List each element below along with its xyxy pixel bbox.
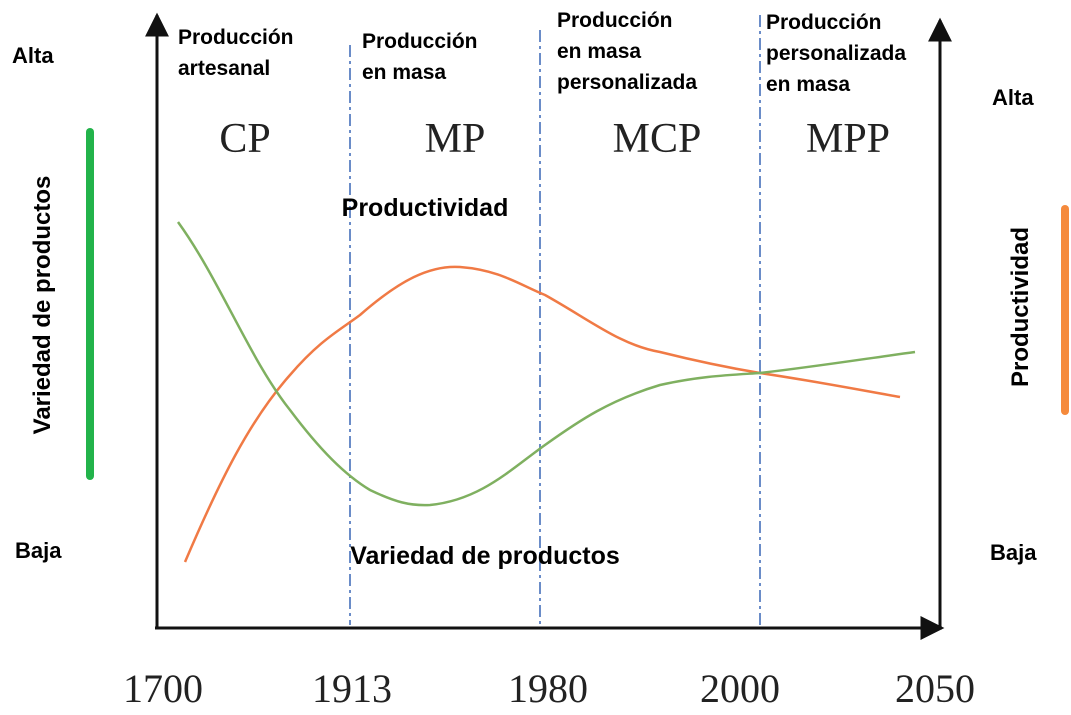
era-abbr: MPP <box>806 116 890 162</box>
era-name: artesanal <box>178 57 270 80</box>
era-abbr: CP <box>219 116 270 162</box>
year-label: 1700 <box>123 666 203 711</box>
low-label: Baja <box>990 540 1037 565</box>
year-label: 1913 <box>312 666 392 711</box>
curve-label: Variedad de productos <box>350 542 620 570</box>
year-label: 2050 <box>895 666 975 711</box>
high-label: Alta <box>12 43 54 68</box>
variety-curve <box>176 221 916 507</box>
productivity-bar <box>1061 205 1069 415</box>
axis-label: Productividad <box>1007 227 1034 387</box>
curve-label: Productividad <box>342 194 509 222</box>
productivity-curve <box>183 265 901 563</box>
era-name: Producción <box>178 26 294 49</box>
era-name: en masa <box>557 40 641 63</box>
high-label: Alta <box>992 85 1034 110</box>
era-abbr: MCP <box>613 116 702 162</box>
era-abbr: MP <box>425 116 486 162</box>
era-name: Producción <box>362 30 478 53</box>
era-name: Producción <box>557 9 673 32</box>
year-label: 1980 <box>508 666 588 711</box>
era-name: personalizada <box>557 71 697 94</box>
era-name: en masa <box>766 73 850 96</box>
low-label: Baja <box>15 538 62 563</box>
era-name: en masa <box>362 61 446 84</box>
year-label: 2000 <box>700 666 780 711</box>
era-name: personalizada <box>766 42 906 65</box>
era-dividers <box>349 15 761 625</box>
variety-bar <box>86 128 94 480</box>
axis-label: Variedad de productos <box>29 176 56 435</box>
era-name: Producción <box>766 11 882 34</box>
